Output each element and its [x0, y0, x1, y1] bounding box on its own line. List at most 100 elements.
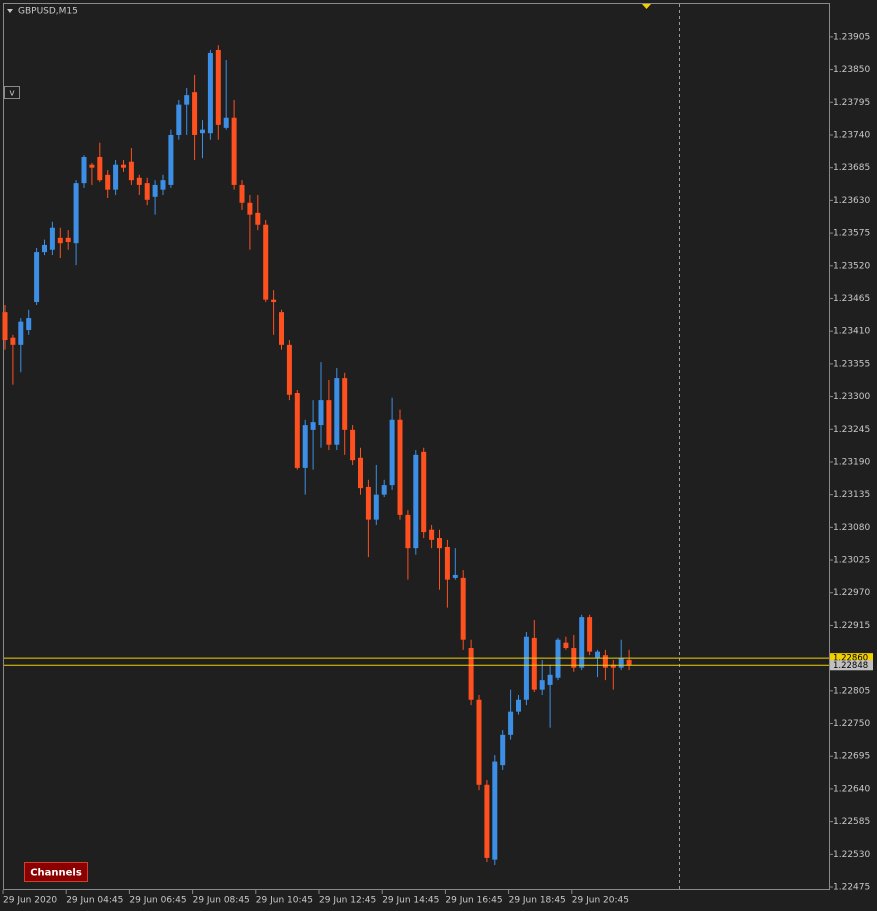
y-tick-label: 1.23190 [833, 457, 870, 467]
x-tick-label: 29 Jun 08:45 [193, 896, 250, 906]
x-tick-label: 29 Jun 10:45 [256, 896, 313, 906]
candle-body [105, 174, 111, 190]
candle-body [350, 429, 356, 461]
candle-body [484, 784, 490, 858]
candle-body [200, 129, 205, 134]
y-tick-label: 1.22970 [833, 588, 870, 598]
toggle-label[interactable]: v [9, 89, 15, 99]
candle-body [595, 651, 600, 659]
shift-marker [642, 4, 651, 9]
candle-body [263, 224, 269, 300]
candle-body [152, 184, 158, 197]
candle-body [184, 95, 190, 105]
candle-body [42, 244, 47, 253]
price-label: 1.22848 [833, 661, 868, 671]
y-tick-label: 1.23850 [833, 65, 870, 75]
candle-body [413, 454, 419, 549]
candle-body [34, 252, 40, 303]
candle-body [168, 134, 174, 185]
candle-body [397, 419, 403, 515]
x-tick-label: 29 Jun 04:45 [66, 896, 123, 906]
candle-body [310, 422, 316, 430]
candle-body [113, 164, 119, 190]
candle-body [531, 637, 537, 690]
x-tick-label: 29 Jun 2020 [3, 896, 57, 906]
candle-body [26, 318, 32, 330]
y-tick-label: 1.23080 [833, 523, 870, 533]
y-tick-label: 1.23300 [833, 392, 870, 402]
candle-body [2, 312, 8, 341]
candle-body [563, 642, 569, 649]
y-tick-label: 1.23135 [833, 490, 870, 500]
y-tick-label: 1.23575 [833, 229, 870, 239]
candle-body [255, 212, 261, 225]
candle-body [294, 392, 300, 468]
channels-button-label[interactable]: Channels [30, 868, 82, 879]
symbol-menu-arrow [7, 9, 13, 13]
candle-body [587, 617, 593, 652]
candle-body [18, 321, 24, 345]
candle-body [523, 636, 529, 700]
plot-frame [3, 3, 830, 890]
x-tick-label: 29 Jun 16:45 [445, 896, 502, 906]
y-tick-label: 1.22475 [833, 883, 870, 893]
y-tick-label: 1.22915 [833, 621, 870, 631]
candle-body [500, 734, 506, 766]
candle-body [547, 674, 553, 685]
candle-body [579, 617, 585, 668]
y-tick-label: 1.22805 [833, 686, 870, 696]
candle-body [602, 655, 608, 668]
toggle-box[interactable] [4, 86, 20, 99]
candle-body [223, 117, 229, 128]
y-tick-label: 1.23685 [833, 163, 870, 173]
candle-body [136, 177, 142, 185]
candle-body [492, 761, 498, 860]
candle-body [57, 237, 63, 244]
candle-body [334, 378, 340, 445]
x-tick-label: 29 Jun 14:45 [382, 896, 439, 906]
candle-body [73, 183, 79, 244]
candle-body [160, 180, 166, 190]
candle-body [437, 538, 442, 549]
price-label-box [830, 653, 873, 664]
candle-body [207, 52, 213, 134]
candle-body [231, 117, 237, 185]
candle-body [358, 457, 363, 489]
candle-body [326, 400, 332, 445]
candle-body [373, 494, 379, 520]
candle-body [302, 425, 308, 468]
x-tick-label: 29 Jun 12:45 [319, 896, 376, 906]
chart-title: GBPUSD,M15 [18, 7, 78, 17]
candle-body [405, 514, 411, 549]
candle-body [89, 164, 95, 168]
candle-body [516, 699, 521, 712]
candle-body [610, 664, 616, 668]
candle-body [121, 164, 126, 168]
y-tick-label: 1.23245 [833, 425, 870, 435]
candle-body [192, 92, 198, 135]
candle-body [508, 711, 514, 735]
y-tick-label: 1.23465 [833, 294, 870, 304]
candle-body [476, 699, 482, 785]
candle-body [128, 161, 134, 181]
candle-body [421, 451, 427, 533]
x-tick-label: 29 Jun 18:45 [509, 896, 566, 906]
candle-body [626, 659, 632, 666]
candle-body [176, 104, 182, 135]
y-tick-label: 1.22530 [833, 850, 870, 860]
candle-body [239, 184, 245, 203]
candle-body [279, 312, 284, 345]
candle-body [444, 546, 450, 580]
y-tick-label: 1.22750 [833, 719, 870, 729]
channels-button[interactable] [24, 862, 88, 882]
candle-body [429, 529, 435, 540]
x-tick-label: 29 Jun 06:45 [129, 896, 186, 906]
y-tick-label: 1.23520 [833, 261, 870, 271]
y-tick-label: 1.23025 [833, 556, 870, 566]
candle-body [10, 337, 16, 345]
price-label: 1.22860 [833, 654, 868, 664]
price-label-box [830, 660, 873, 671]
candle-body [49, 227, 55, 250]
candle-body [342, 378, 348, 430]
